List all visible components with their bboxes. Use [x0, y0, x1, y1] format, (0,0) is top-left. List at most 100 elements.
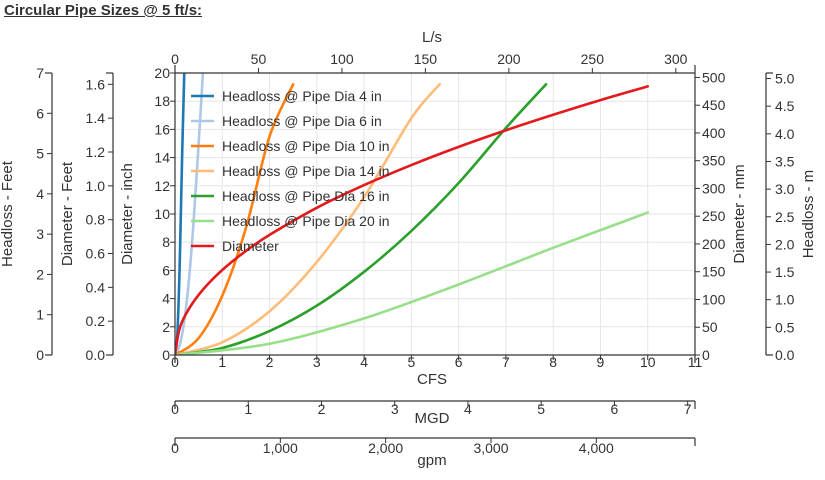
cfs-axis-tick-label: 2 — [266, 354, 274, 370]
gpm-axis-title: gpm — [417, 452, 446, 469]
diameter-mm-axis-tick-label: 350 — [702, 153, 726, 169]
ls-axis-tick-label: 50 — [251, 51, 267, 67]
diameter-feet-axis-title: Diameter - Feet — [59, 161, 76, 266]
gpm-axis-tick-label: 3,000 — [473, 440, 508, 456]
diameter-mm-axis-title: Diameter - mm — [731, 164, 748, 263]
legend-item-3[interactable]: Headloss @ Pipe Dia 10 in — [191, 138, 390, 154]
cfs-axis-title: CFS — [417, 371, 447, 388]
diameter-feet-axis: 0.0 0.2 0.4 0.6 0.8 1.0 1.2 1.4 1.6 Diameter - Fe… — [59, 72, 114, 363]
diameter-feet-axis-tick-label: 0.2 — [86, 313, 106, 329]
diameter-inch-axis-tick-label: 4 — [162, 291, 170, 307]
headloss-m-axis-tick-label: 2.5 — [775, 209, 795, 225]
legend-label: Headloss @ Pipe Dia 10 in — [222, 138, 390, 154]
headloss-feet-axis-tick-label: 5 — [36, 146, 44, 162]
diameter-mm-axis-tick-label: 500 — [702, 69, 726, 85]
series-line-1 — [175, 73, 186, 355]
page-title: Circular Pipe Sizes @ 5 ft/s: — [4, 2, 203, 19]
diameter-mm-axis: 0 50 100 150 200 250 300 350 400 450 500 Diameter -… — [694, 69, 748, 363]
legend-label: Headloss @ Pipe Dia 4 in — [222, 88, 382, 104]
headloss-m-axis-tick-label: 3.5 — [775, 153, 795, 169]
diameter-inch-axis-tick-label: 14 — [154, 150, 170, 166]
cfs-axis-tick-label: 0 — [171, 354, 179, 370]
gpm-axis-tick-label: 4,000 — [579, 440, 614, 456]
legend-item-2[interactable]: Headloss @ Pipe Dia 6 in — [191, 113, 382, 129]
ls-axis-tick-label: 200 — [497, 51, 521, 67]
mgd-axis-tick-label: 3 — [391, 401, 399, 417]
ls-axis-tick-label: 300 — [664, 51, 688, 67]
headloss-m-axis-tick-label: 0.5 — [775, 319, 795, 335]
diameter-feet-axis-tick-label: 0.4 — [86, 279, 106, 295]
diameter-mm-axis-tick-label: 400 — [702, 125, 726, 141]
diameter-inch-axis-tick-label: 8 — [162, 234, 170, 250]
headloss-feet-axis-tick-label: 3 — [36, 226, 44, 242]
diameter-inch-axis-tick-label: 18 — [154, 93, 170, 109]
headloss-m-axis-tick-label: 4.0 — [775, 126, 795, 142]
diameter-feet-axis-tick-label: 0.6 — [86, 246, 106, 262]
ls-axis-tick-label: 150 — [414, 51, 438, 67]
diameter-inch-axis-title: Diameter - inch — [119, 163, 136, 265]
legend-item-7[interactable]: Diameter — [191, 238, 279, 254]
headloss-feet-axis: 0 1 2 3 4 5 6 7 Headloss - Feet — [0, 65, 53, 363]
diameter-inch-axis-tick-label: 0 — [162, 347, 170, 363]
cfs-axis-tick-label: 4 — [360, 354, 368, 370]
legend-item-4[interactable]: Headloss @ Pipe Dia 14 in — [191, 163, 390, 179]
cfs-axis-tick-label: 9 — [597, 354, 605, 370]
headloss-m-axis-tick-label: 1.5 — [775, 264, 795, 280]
cfs-axis-tick-label: 6 — [455, 354, 463, 370]
cfs-axis-tick-label: 7 — [502, 354, 510, 370]
diameter-feet-axis-tick-label: 0.0 — [86, 347, 106, 363]
ls-axis-tick-label: 250 — [581, 51, 605, 67]
diameter-inch-axis-tick-label: 10 — [154, 206, 170, 222]
gpm-axis-tick-label: 0 — [171, 440, 179, 456]
headloss-m-axis-tick-label: 1.0 — [775, 292, 795, 308]
diameter-mm-axis-tick-label: 250 — [702, 208, 726, 224]
cfs-axis-tick-label: 10 — [640, 354, 656, 370]
diameter-mm-axis-tick-label: 200 — [702, 236, 726, 252]
headloss-feet-axis-tick-label: 4 — [36, 186, 44, 202]
cfs-axis-tick-label: 5 — [407, 354, 415, 370]
diameter-feet-axis-tick-label: 0.8 — [86, 212, 106, 228]
mgd-axis-title: MGD — [415, 410, 450, 427]
cfs-axis-tick-label: 11 — [688, 354, 703, 370]
headloss-m-axis-tick-label: 2.0 — [775, 236, 795, 252]
mgd-axis-tick-label: 2 — [318, 401, 326, 417]
ls-axis-title: L/s — [422, 29, 442, 46]
headloss-feet-axis-title: Headloss - Feet — [0, 160, 16, 267]
diameter-inch-axis: 0 2 4 6 8 10 12 14 16 18 20 Diameter - inch — [119, 65, 176, 363]
legend-label: Headloss @ Pipe Dia 6 in — [222, 113, 382, 129]
mgd-axis-tick-label: 0 — [171, 401, 179, 417]
headloss-m-axis-tick-label: 5.0 — [775, 71, 795, 87]
series-line-2 — [175, 73, 205, 355]
legend-label: Headloss @ Pipe Dia 16 in — [222, 188, 390, 204]
legend-item-5[interactable]: Headloss @ Pipe Dia 16 in — [191, 188, 390, 204]
diameter-feet-axis-tick-label: 1.0 — [86, 178, 106, 194]
series-line-5 — [175, 82, 548, 355]
cfs-axis-tick-label: 3 — [313, 354, 321, 370]
mgd-axis-tick-label: 7 — [684, 401, 692, 417]
headloss-m-axis-tick-label: 4.5 — [775, 98, 795, 114]
diameter-inch-axis-tick-label: 12 — [154, 178, 170, 194]
headloss-m-axis-title: Headloss - m — [800, 170, 817, 258]
diameter-mm-axis-tick-label: 100 — [702, 291, 726, 307]
mgd-axis-tick-label: 6 — [611, 401, 619, 417]
gpm-axis-tick-label: 1,000 — [263, 440, 298, 456]
series-layer — [175, 73, 650, 355]
legend-item-1[interactable]: Headloss @ Pipe Dia 4 in — [191, 88, 382, 104]
diameter-mm-axis-tick-label: 150 — [702, 264, 726, 280]
headloss-feet-axis-tick-label: 7 — [36, 65, 44, 81]
legend-item-6[interactable]: Headloss @ Pipe Dia 20 in — [191, 213, 390, 229]
legend-label: Headloss @ Pipe Dia 14 in — [222, 163, 390, 179]
ls-axis-tick-label: 100 — [330, 51, 354, 67]
headloss-feet-axis-tick-label: 0 — [36, 347, 44, 363]
mgd-axis-tick-label: 5 — [537, 401, 545, 417]
gpm-axis-tick-label: 2,000 — [368, 440, 403, 456]
series-line-6 — [175, 211, 650, 355]
cfs-axis: 0 1 2 3 4 5 6 7 8 9 10 11 CFS — [171, 354, 702, 388]
diameter-feet-axis-tick-label: 1.6 — [86, 76, 106, 92]
ls-axis: 0 50 100 150 200 250 300 L/s — [171, 29, 696, 74]
mgd-axis: 0 1 2 3 4 5 6 7 MGD — [171, 400, 696, 427]
cfs-axis-tick-label: 1 — [218, 354, 226, 370]
mgd-axis-tick-label: 4 — [464, 401, 472, 417]
